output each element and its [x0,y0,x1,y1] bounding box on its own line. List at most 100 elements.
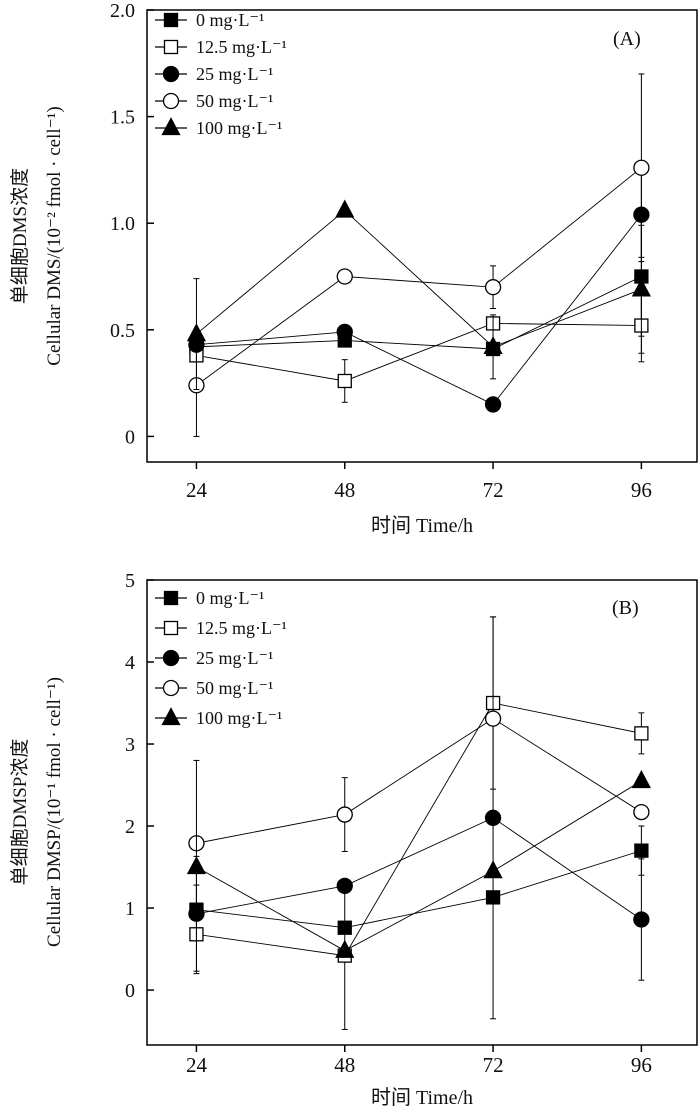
legend-label: 25 mg·L⁻¹ [196,648,273,668]
x-tick-label: 48 [334,478,355,502]
y-tick-label: 0 [125,980,135,1002]
series-line [196,718,642,844]
x-tick-label: 24 [186,478,208,502]
y-tick-label: 0.5 [110,320,135,342]
y-axis-label-en: Cellular DMSP/(10⁻¹ fmol · cell⁻¹) [44,677,65,947]
series-circle-open [188,710,650,852]
legend-label: 100 mg·L⁻¹ [196,118,282,138]
legend-marker [162,679,180,697]
x-tick-label: 72 [483,1053,504,1077]
legend-item: 12.5 mg·L⁻¹ [155,37,287,57]
plot-frame [146,579,698,1046]
legend-marker [161,117,181,136]
legend-label: 0 mg·L⁻¹ [196,588,264,608]
y-tick-label: 4 [125,652,135,674]
series-line [196,817,642,920]
chart-panel-b: 0 1 2 3 4 5 24 48 72 96 时间 Time/h 单细胞DMSP浓度 Cellular… [9,570,698,1109]
legend-item: 25 mg·L⁻¹ [155,64,273,84]
data-point [631,278,651,297]
data-point [484,396,502,413]
data-point [634,843,649,858]
y-tick-label: 5 [125,570,135,592]
y-tick-label: 0 [125,426,135,448]
data-point [484,279,502,296]
data-point [336,877,353,895]
legend-marker [162,649,180,667]
legend-label: 25 mg·L⁻¹ [196,64,273,84]
y-tick-label: 2.0 [110,0,135,22]
data-point [335,199,355,218]
series-square-filled [189,825,649,935]
y-axis-label-cn: 单细胞DMSP浓度 [9,739,31,886]
data-point [484,809,502,826]
series-line [196,702,642,957]
series-line [196,209,642,348]
data-point [336,806,353,823]
chart-panel-a: 0 0.5 1.0 1.5 2.0 24 48 72 96 时间 Time/h 单细胞DMS浓度 Ce… [9,0,698,537]
data-point [186,856,207,875]
data-point [337,373,352,389]
legend-marker [163,590,179,606]
data-point [633,803,650,821]
legend-label: 50 mg·L⁻¹ [196,678,273,698]
legend-label: 100 mg·L⁻¹ [196,708,282,728]
data-point [484,710,502,727]
y-tick-label: 1.5 [110,107,135,129]
panel-label: (A) [613,28,641,50]
legend-item: 25 mg·L⁻¹ [155,648,273,668]
legend-item: 50 mg·L⁻¹ [155,91,273,111]
legend-item: 12.5 mg·L⁻¹ [155,618,287,638]
legend-item: 100 mg·L⁻¹ [155,707,282,728]
data-point [633,911,650,928]
x-axis-label: 时间 Time/h [371,1086,473,1109]
x-axis-label: 时间 Time/h [371,514,473,537]
x-tick-label: 48 [334,1053,355,1077]
series-line [196,276,642,350]
x-tick-label: 96 [631,1053,652,1077]
data-point [633,159,650,176]
legend-item: 0 mg·L⁻¹ [155,588,264,608]
series-line [196,780,642,952]
data-point [483,335,503,355]
y-tick-label: 1 [125,898,135,920]
x-tick-label: 72 [483,478,504,502]
y-tick-label: 1.0 [110,213,135,235]
data-point [186,323,207,342]
data-point [634,726,649,741]
legend-item: 100 mg·L⁻¹ [155,117,282,138]
series-square-filled [189,216,649,357]
series-square-open [189,288,649,403]
series-circle-filled [188,171,650,413]
y-tick-label: 2 [125,816,135,838]
data-point [631,770,651,789]
y-tick-label: 3 [125,734,135,756]
legend-label: 50 mg·L⁻¹ [196,91,273,111]
series-triangle-filled [186,759,651,975]
y-axis-label-cn: 单细胞DMS浓度 [9,168,31,304]
legend-marker [162,92,180,110]
legend-item: 0 mg·L⁻¹ [155,10,264,30]
panel-label: (B) [612,597,639,619]
data-point [483,860,503,879]
y-axis-label-en: Cellular DMS/(10⁻² fmol · cell⁻¹) [44,106,65,365]
legend-label: 0 mg·L⁻¹ [196,10,264,30]
legend-marker [162,65,180,83]
legend-marker [163,620,179,636]
data-point [336,323,353,341]
x-tick-label: 96 [631,478,652,502]
legend-label: 12.5 mg·L⁻¹ [196,37,287,57]
x-tick-label: 24 [186,1053,208,1077]
legend-marker [163,39,179,55]
series-line [196,322,642,382]
series-line [196,214,642,405]
series-line [196,167,642,386]
series-line [196,850,642,929]
data-point [336,268,353,285]
legend-marker [161,707,181,726]
plot-frame [146,9,698,463]
series-triangle-filled [186,199,651,391]
legend-marker [163,12,179,28]
legend-item: 50 mg·L⁻¹ [155,678,273,698]
legend-label: 12.5 mg·L⁻¹ [196,618,287,638]
